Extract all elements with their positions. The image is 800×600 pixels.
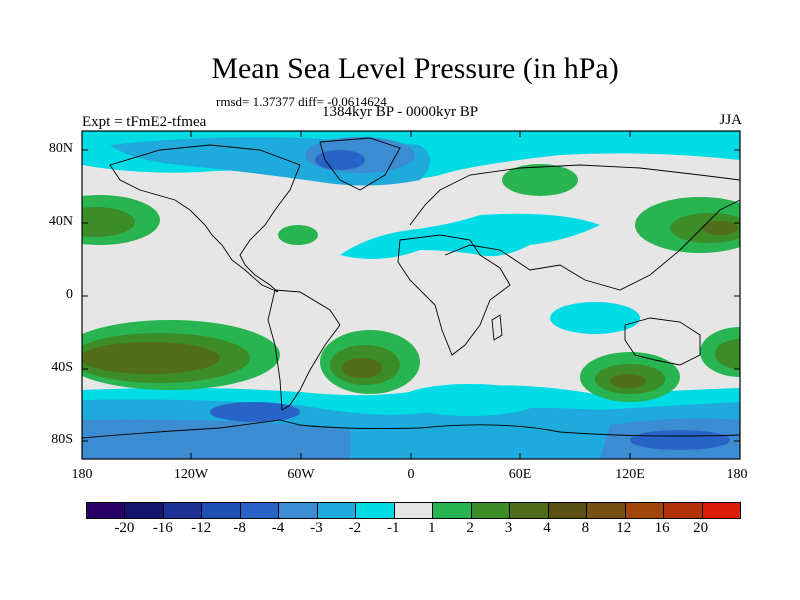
colorbar-swatch [317, 503, 357, 518]
lon-label-60e: 60E [508, 467, 532, 482]
pressure-field [82, 131, 740, 459]
colorbar-label: -3 [310, 520, 323, 536]
experiment-label: Expt = tFmE2-tfmea [82, 114, 207, 130]
lat-label-40s: 40S [51, 360, 73, 375]
map-title: Mean Sea Level Pressure (in hPa) [211, 52, 619, 85]
colorbar-swatch [87, 503, 126, 518]
lat-label-80s: 80S [51, 432, 73, 447]
colorbar-label: -8 [233, 520, 246, 536]
colorbar-label: 2 [466, 520, 474, 536]
lon-label-60w: 60W [287, 467, 315, 482]
colorbar-label: 20 [693, 520, 709, 536]
lat-label-80n: 80N [48, 141, 73, 156]
colorbar-swatch [125, 503, 164, 518]
colorbar-label: 3 [504, 520, 513, 536]
colorbar-label: -1 [387, 520, 400, 536]
colorbar-swatch [163, 503, 203, 518]
colorbar-label: -2 [348, 520, 362, 536]
colorbar-swatch [548, 503, 588, 518]
lon-label-120w: 120W [173, 467, 209, 482]
lon-label-180w: 180 [71, 467, 93, 482]
colorbar-swatch [240, 503, 280, 518]
colorbar-label: 4 [543, 520, 551, 536]
colorbar-swatch [510, 503, 549, 518]
colorbar-swatch [702, 503, 740, 518]
stats-line: rmsd= 1.37377 diff= -0.0614624 [216, 94, 387, 109]
lat-label-0: 0 [66, 287, 73, 302]
colorbar-swatch [471, 503, 511, 518]
colorbar-swatch [356, 503, 395, 518]
colorbar-swatch [202, 503, 241, 518]
colorbar-swatch [664, 503, 703, 518]
colorbar-label: -16 [152, 520, 173, 536]
colorbar-swatch [433, 503, 472, 518]
colorbar-swatch [279, 503, 318, 518]
colorbar-label: -4 [271, 520, 285, 536]
coastlines [82, 137, 740, 439]
colorbar-label: 12 [616, 520, 632, 536]
lon-label-0: 0 [407, 467, 415, 482]
lon-label-180e: 180 [726, 467, 748, 482]
colorbar-label: 16 [654, 520, 670, 536]
colorbar-swatch [625, 503, 665, 518]
colorbar-label: 8 [581, 520, 590, 536]
period-label: 1384kyr BP - 0000kyr BP [322, 104, 479, 120]
colorbar-swatch [394, 503, 434, 518]
lat-label-40n: 40N [48, 214, 73, 229]
colorbar-label: -12 [191, 520, 212, 536]
colorbar-label: -20 [114, 520, 135, 536]
colorbar-label: 1 [427, 520, 436, 536]
season-label: JJA [719, 112, 742, 128]
colorbar [86, 502, 741, 519]
colorbar-swatch [587, 503, 626, 518]
lon-label-120e: 120E [615, 467, 645, 482]
